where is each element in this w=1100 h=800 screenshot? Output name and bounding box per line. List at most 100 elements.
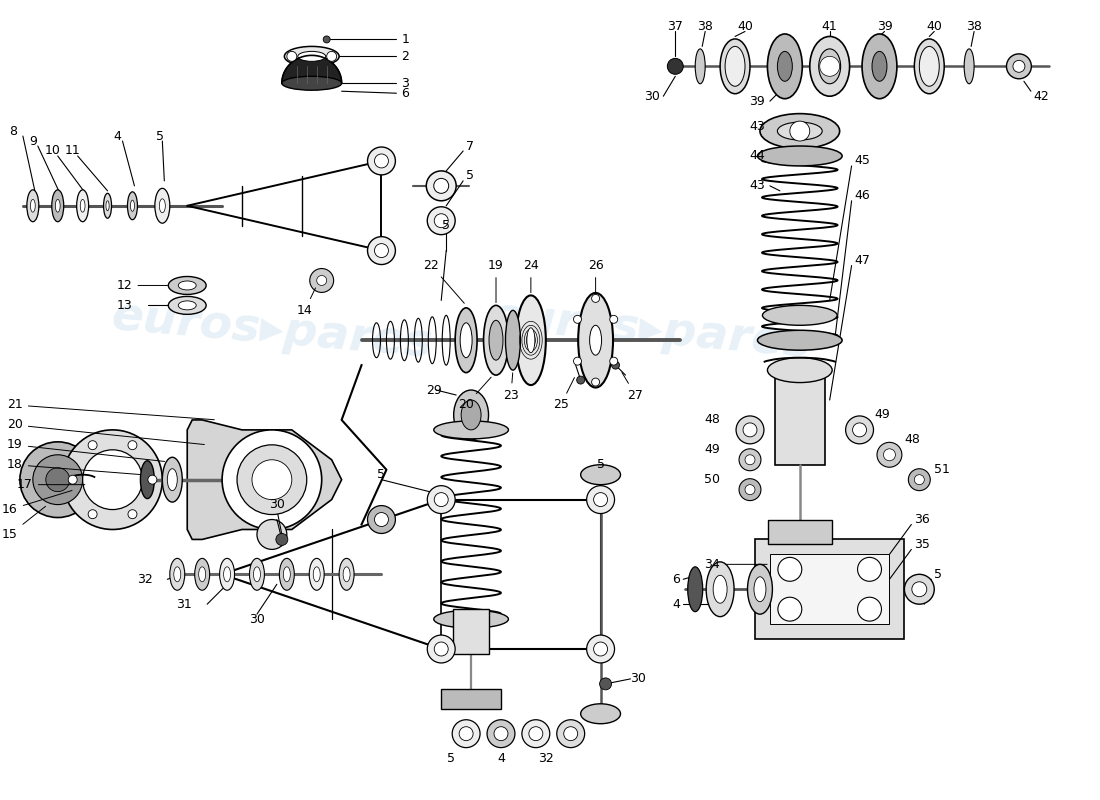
Ellipse shape (739, 478, 761, 501)
Ellipse shape (581, 465, 620, 485)
Circle shape (88, 510, 97, 518)
Ellipse shape (739, 449, 761, 470)
Text: 48: 48 (704, 414, 720, 426)
Circle shape (327, 51, 337, 62)
Ellipse shape (760, 114, 839, 149)
Text: 5: 5 (466, 170, 474, 182)
Circle shape (592, 378, 600, 386)
Ellipse shape (168, 277, 206, 294)
Text: 5: 5 (442, 219, 450, 232)
Ellipse shape (720, 39, 750, 94)
Text: 10: 10 (45, 145, 60, 158)
Text: 23: 23 (503, 373, 519, 402)
Circle shape (668, 58, 683, 74)
Ellipse shape (52, 190, 64, 222)
Text: 14: 14 (297, 288, 316, 317)
Ellipse shape (455, 308, 477, 373)
Ellipse shape (810, 37, 849, 96)
Bar (770, 554, 890, 624)
Text: 39: 39 (877, 20, 892, 33)
Ellipse shape (594, 642, 607, 656)
Ellipse shape (742, 423, 757, 437)
Text: 40: 40 (926, 20, 943, 33)
Ellipse shape (912, 582, 927, 597)
Circle shape (609, 357, 618, 365)
Ellipse shape (484, 306, 508, 375)
Text: 19: 19 (7, 438, 165, 462)
Circle shape (790, 121, 810, 141)
Ellipse shape (768, 34, 802, 98)
Ellipse shape (367, 147, 395, 175)
Text: 26: 26 (587, 259, 604, 293)
Circle shape (820, 56, 839, 76)
Circle shape (20, 442, 96, 518)
Text: 47: 47 (855, 254, 870, 267)
Text: 16: 16 (2, 490, 72, 516)
Text: 3: 3 (402, 77, 409, 90)
Ellipse shape (521, 720, 550, 748)
Ellipse shape (778, 51, 792, 82)
Ellipse shape (131, 200, 134, 211)
Ellipse shape (964, 49, 975, 84)
Text: 17: 17 (16, 478, 85, 491)
Ellipse shape (77, 190, 89, 222)
Text: 31: 31 (176, 598, 192, 610)
Ellipse shape (279, 558, 295, 590)
Ellipse shape (309, 558, 324, 590)
Text: 30: 30 (645, 90, 660, 102)
Ellipse shape (253, 567, 261, 582)
Ellipse shape (872, 51, 887, 82)
Ellipse shape (220, 558, 234, 590)
Ellipse shape (920, 46, 939, 86)
Ellipse shape (914, 474, 924, 485)
Text: 40: 40 (737, 20, 754, 33)
Circle shape (128, 510, 136, 518)
Ellipse shape (883, 449, 895, 461)
Text: 11: 11 (65, 145, 80, 158)
Text: 21: 21 (7, 398, 214, 420)
Circle shape (257, 519, 287, 550)
Text: 5: 5 (156, 130, 164, 142)
Text: 27: 27 (621, 373, 643, 402)
Ellipse shape (374, 513, 388, 526)
Bar (441, 689, 500, 709)
Ellipse shape (688, 567, 703, 612)
Text: 32: 32 (538, 752, 553, 765)
Ellipse shape (914, 39, 944, 94)
Text: 1: 1 (402, 33, 409, 46)
Ellipse shape (516, 295, 546, 385)
Circle shape (222, 430, 321, 530)
Ellipse shape (487, 720, 515, 748)
Ellipse shape (459, 726, 473, 741)
Polygon shape (187, 420, 342, 539)
Ellipse shape (55, 199, 60, 212)
Ellipse shape (527, 328, 535, 353)
Ellipse shape (178, 301, 196, 310)
Circle shape (573, 357, 582, 365)
Circle shape (612, 361, 619, 369)
Bar (774, 370, 825, 465)
Ellipse shape (427, 635, 455, 663)
Circle shape (252, 460, 292, 500)
Text: 49: 49 (704, 443, 720, 456)
Text: 13: 13 (117, 299, 132, 312)
Circle shape (576, 376, 585, 384)
Ellipse shape (563, 726, 578, 741)
Text: 25: 25 (553, 378, 574, 411)
Ellipse shape (427, 171, 456, 201)
Ellipse shape (433, 178, 449, 194)
Ellipse shape (168, 297, 206, 314)
Text: 6: 6 (672, 573, 680, 586)
Text: 19: 19 (488, 259, 504, 302)
Bar (755, 539, 904, 639)
Circle shape (609, 315, 618, 323)
Text: 22: 22 (424, 259, 464, 303)
Ellipse shape (367, 506, 395, 534)
Text: 30: 30 (249, 613, 265, 626)
Ellipse shape (586, 635, 615, 663)
Text: 44: 44 (749, 150, 764, 162)
Text: 39: 39 (749, 94, 764, 108)
Text: euros▸pares: euros▸pares (109, 294, 434, 366)
Ellipse shape (169, 558, 185, 590)
Ellipse shape (557, 720, 585, 748)
